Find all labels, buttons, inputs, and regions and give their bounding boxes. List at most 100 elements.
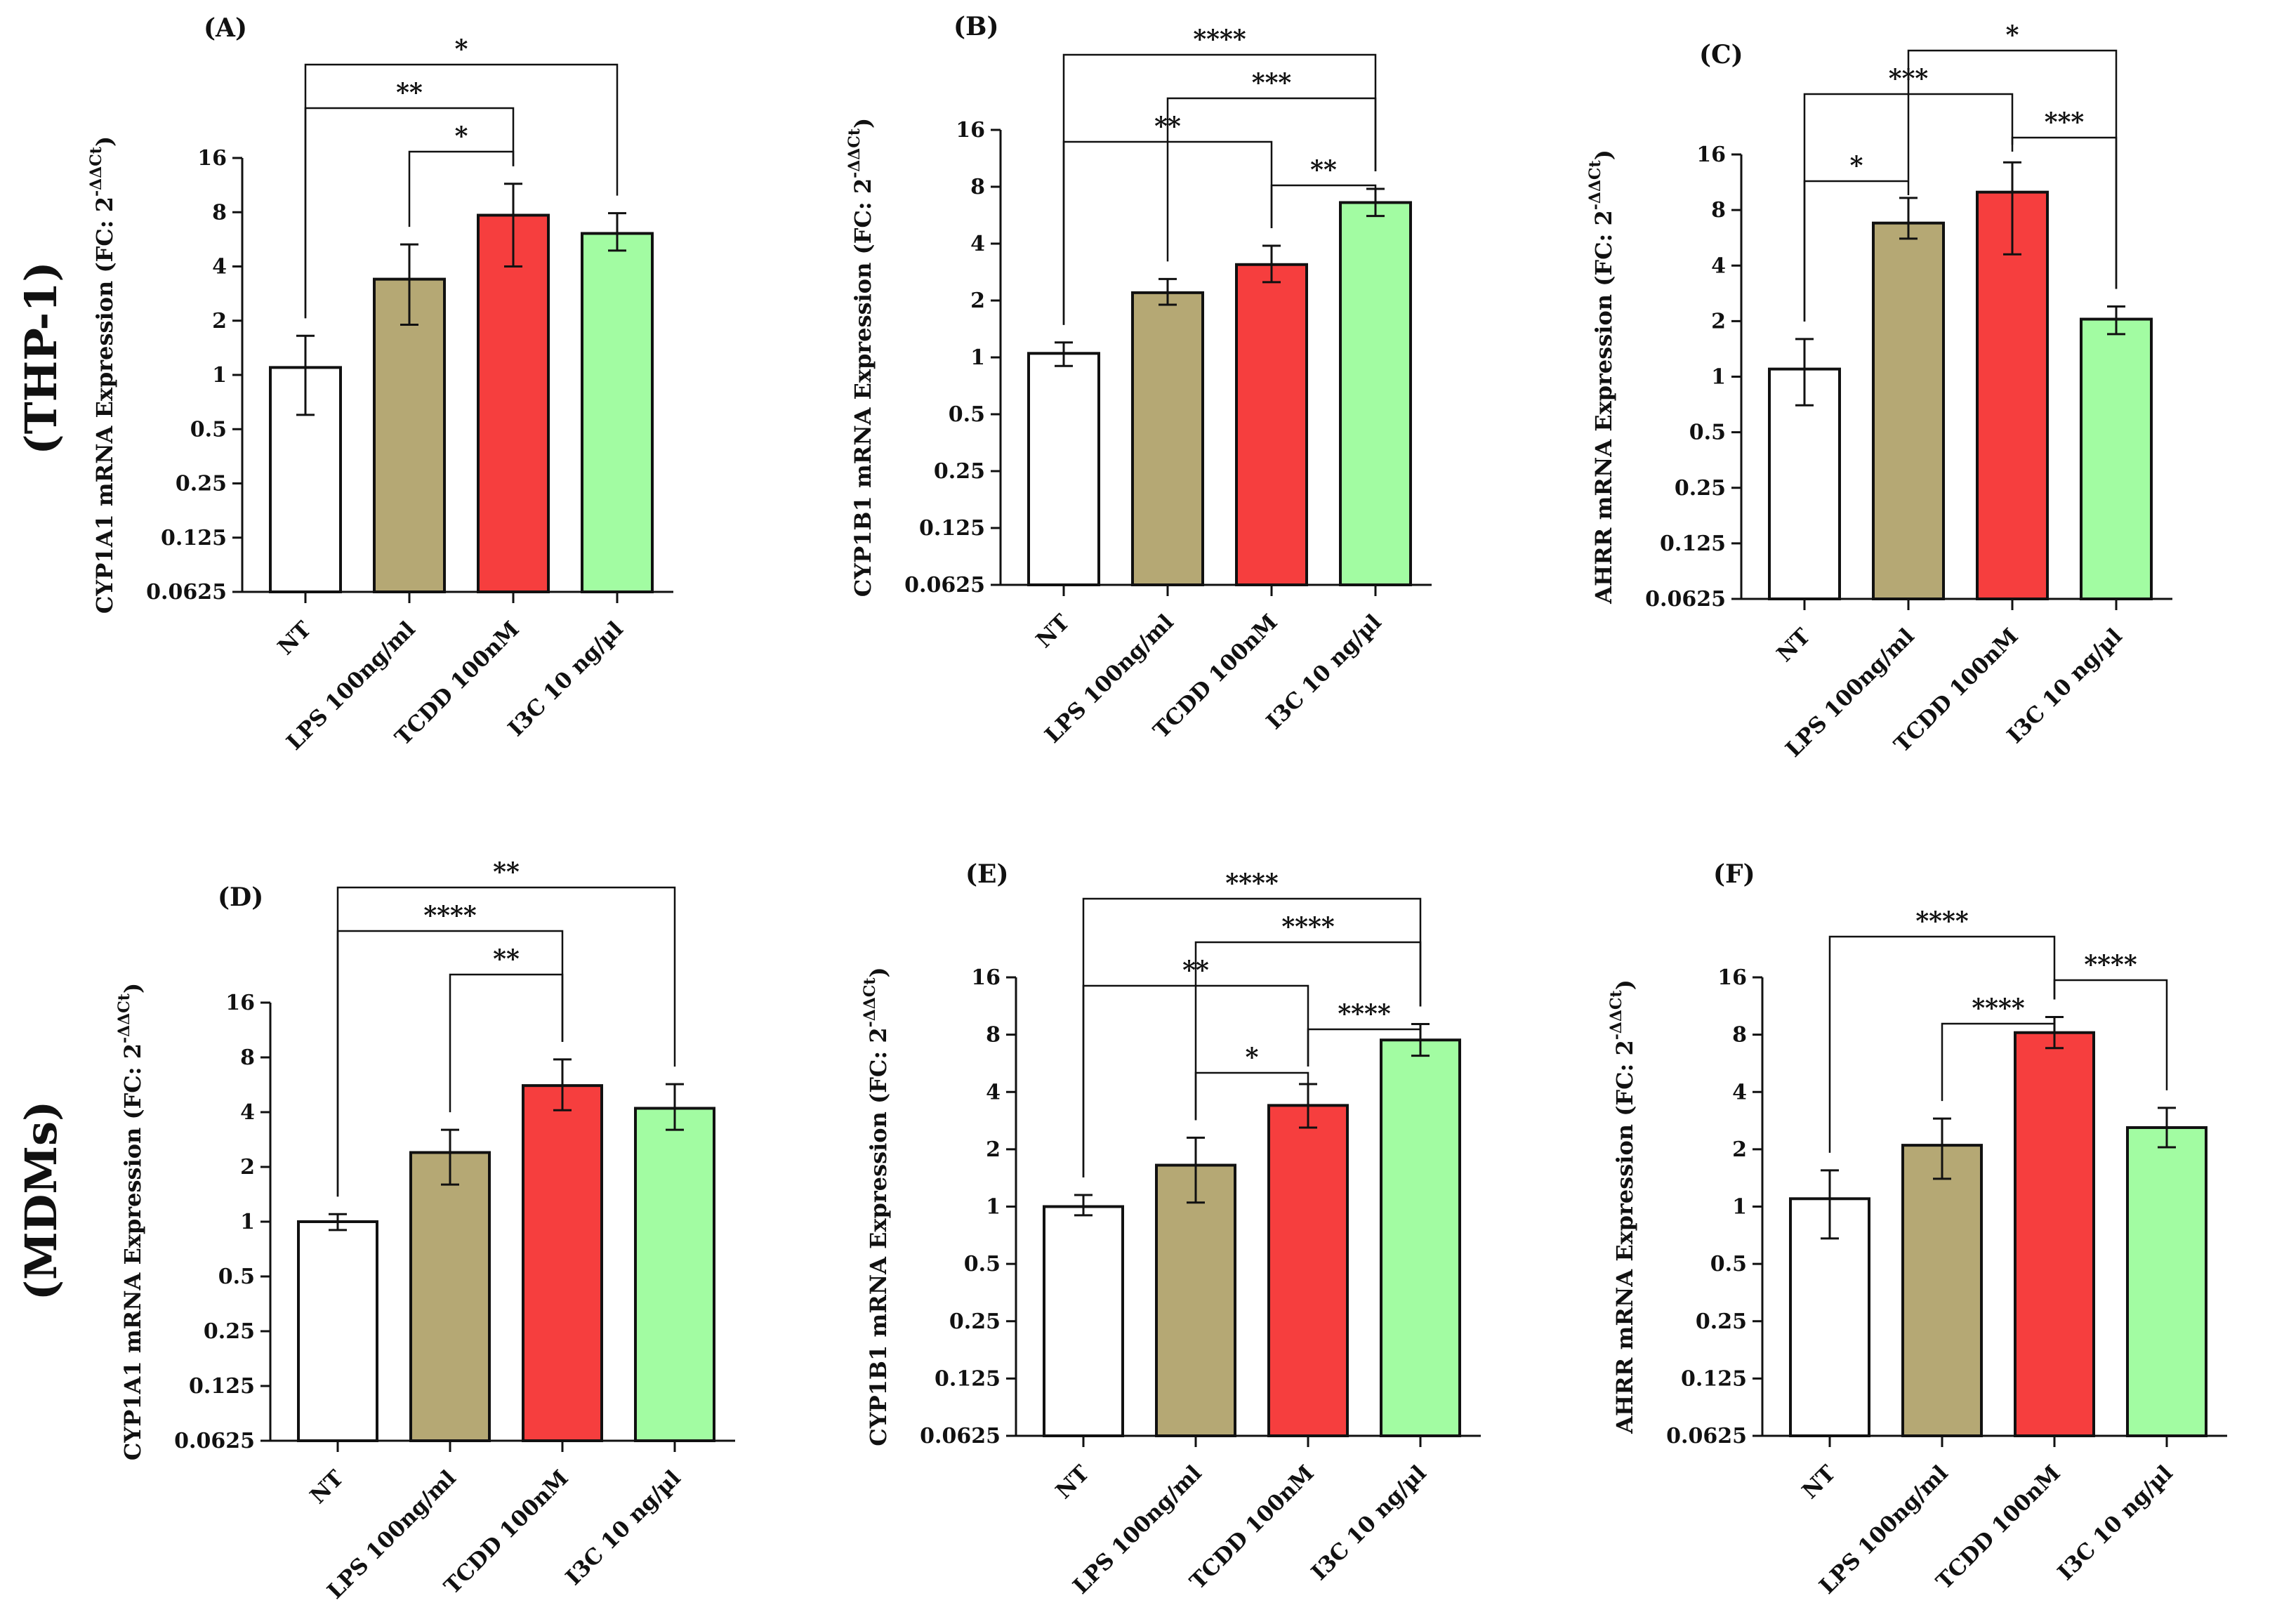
- bar-lps: [1872, 221, 1945, 600]
- y-tick-label: 16: [1696, 143, 1726, 167]
- bar-tcdd: [1267, 1104, 1349, 1437]
- y-tick-label: 4: [1711, 253, 1726, 278]
- panel-label: (A): [204, 13, 247, 43]
- y-tick-label: 1: [1732, 1195, 1747, 1220]
- category-label: NT: [1051, 1460, 1095, 1504]
- y-tick-label: 1: [212, 363, 227, 388]
- y-tick-label: 16: [956, 118, 985, 143]
- y-tick-label: 0.5: [218, 1265, 255, 1289]
- significance-bracket: [1270, 184, 1377, 228]
- bar-i3c: [634, 1107, 715, 1442]
- y-tick-label: 4: [986, 1080, 1001, 1104]
- bar-i3c: [1380, 1038, 1461, 1438]
- y-tick-label: 16: [971, 965, 1001, 990]
- significance-bracket: [1307, 1028, 1422, 1067]
- y-tick-label: 4: [1732, 1080, 1747, 1104]
- bar-lps: [409, 1151, 491, 1442]
- y-tick-label: 0.25: [949, 1309, 1001, 1334]
- y-tick-label: 0.5: [190, 417, 227, 442]
- y-axis-label: CYP1A1 mRNA Expression (FC: 2-ΔΔCt): [87, 136, 118, 614]
- significance-bracket: [1082, 897, 1422, 1178]
- category-label: NT: [1797, 1460, 1841, 1504]
- significance-label: *: [1850, 151, 1863, 180]
- significance-bracket: [2053, 979, 2168, 1090]
- significance-bracket: [336, 886, 676, 1197]
- panel-5: (E) 0.0625 0.125 0.25 0.5 1 2 4 8 16 CYP1B1 mRNA E…: [861, 859, 1481, 1599]
- y-tick-label: 0.25: [934, 459, 985, 484]
- y-tick-label: 0.5: [964, 1252, 1001, 1276]
- y-tick-label: 0.25: [1696, 1309, 1747, 1334]
- significance-bracket: [1941, 1022, 2056, 1102]
- bar-lps: [373, 277, 446, 593]
- significance-label: *: [1246, 1043, 1259, 1072]
- y-axis-label: CYP1A1 mRNA Expression (FC: 2-ΔΔCt): [115, 983, 146, 1460]
- chart-panels: (A) 0.0625 0.125 0.25 0.5 1 2 4 8 16 CYP1A1 mRNA E…: [87, 12, 2227, 1604]
- row-label-thp1: (THP-1): [15, 261, 67, 455]
- y-tick-label: 0.25: [1675, 476, 1726, 501]
- bar-i3c: [1339, 201, 1412, 587]
- bar-i3c: [581, 232, 654, 593]
- category-label: NT: [1031, 609, 1075, 653]
- significance-bracket: [1082, 984, 1309, 1178]
- y-tick-label: 16: [225, 991, 255, 1015]
- y-tick-label: 2: [1711, 309, 1726, 334]
- y-tick-label: 0.0625: [920, 1424, 1001, 1448]
- panel-3: (C) 0.0625 0.125 0.25 0.5 1 2 4 8 16 AHRR mRNA Exp…: [1586, 20, 2172, 763]
- y-tick-label: 0.125: [919, 516, 985, 541]
- significance-label: ****: [1193, 25, 1246, 54]
- significance-label: *: [2006, 20, 2019, 50]
- panel-label: (F): [1713, 859, 1755, 889]
- y-tick-label: 0.5: [949, 402, 985, 427]
- y-tick-label: 0.25: [204, 1319, 255, 1344]
- y-tick-label: 8: [212, 200, 227, 225]
- significance-label: **: [493, 944, 520, 974]
- y-tick-label: 0.125: [189, 1374, 255, 1399]
- significance-bracket: [1062, 53, 1377, 325]
- y-tick-label: 0.0625: [1645, 587, 1726, 612]
- y-tick-label: 0.0625: [904, 573, 985, 598]
- bar-tcdd: [1235, 263, 1308, 586]
- y-tick-label: 0.5: [1710, 1252, 1747, 1276]
- category-label: TCDD 100nM: [1185, 1460, 1319, 1595]
- y-tick-label: 0.5: [1689, 421, 1726, 445]
- y-tick-label: 0.25: [176, 472, 227, 496]
- y-tick-label: 2: [970, 289, 985, 313]
- y-tick-label: 8: [986, 1023, 1001, 1048]
- significance-label: ****: [1338, 999, 1390, 1029]
- significance-bracket: [1194, 1071, 1309, 1121]
- significance-bracket: [2011, 136, 2118, 289]
- significance-bracket: [304, 107, 515, 319]
- bar-tcdd: [522, 1084, 603, 1442]
- significance-bracket: [408, 150, 515, 227]
- significance-label: **: [493, 857, 520, 887]
- y-tick-label: 4: [212, 255, 227, 279]
- y-axis-label: CYP1B1 mRNA Expression (FC: 2-ΔΔCt): [861, 967, 892, 1446]
- significance-label: **: [1182, 956, 1209, 985]
- bar-tcdd: [477, 213, 550, 593]
- category-label: TCDD 100nM: [1932, 1460, 2066, 1595]
- y-tick-label: 16: [1717, 965, 1747, 990]
- panel-label: (B): [953, 12, 999, 41]
- bar-nt: [1043, 1205, 1124, 1437]
- significance-label: ****: [1972, 993, 2024, 1023]
- significance-label: ****: [423, 901, 476, 930]
- category-label: I3C 10 ng/µl: [2053, 1460, 2178, 1585]
- significance-label: ****: [1281, 912, 1334, 942]
- y-tick-label: 2: [1732, 1137, 1747, 1162]
- bar-i3c: [2126, 1125, 2207, 1437]
- significance-bracket: [1828, 935, 2056, 1153]
- y-tick-label: 8: [1711, 198, 1726, 223]
- category-label: NT: [305, 1465, 349, 1509]
- significance-label: ****: [1915, 906, 1968, 936]
- significance-label: ***: [2045, 107, 2085, 137]
- y-tick-label: 0.0625: [146, 580, 227, 605]
- panel-label: (C): [1699, 40, 1743, 70]
- significance-bracket: [1166, 97, 1377, 262]
- significance-label: ****: [2084, 950, 2137, 979]
- y-tick-label: 16: [197, 146, 227, 171]
- significance-label: *: [455, 34, 468, 64]
- y-tick-label: 2: [240, 1155, 255, 1180]
- y-tick-label: 2: [212, 309, 227, 334]
- significance-label: *: [455, 121, 468, 151]
